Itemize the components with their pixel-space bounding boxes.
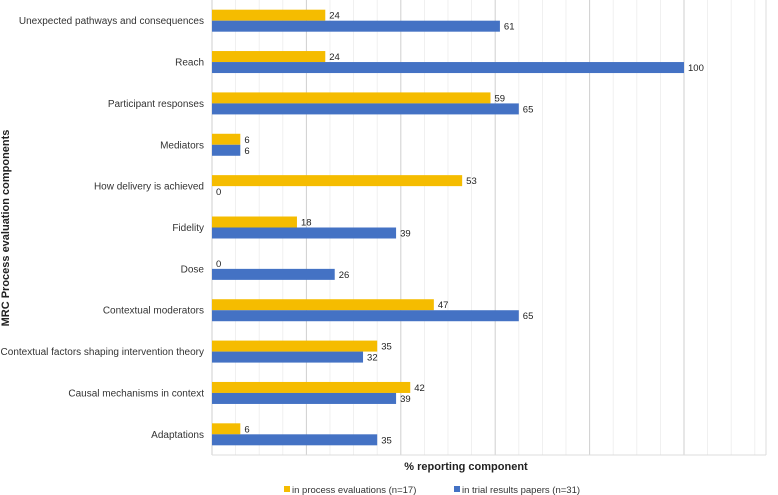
category-label-dose: Dose	[181, 264, 205, 275]
value-label-trial-results-papers-unexpected-pathways-and-consequences: 61	[504, 22, 515, 33]
bar-process-evaluations-contextual-factors-shaping-intervention-theory	[212, 340, 378, 352]
category-label-fidelity: Fidelity	[172, 223, 204, 234]
value-label-trial-results-papers-contextual-factors-shaping-intervention-theory: 32	[367, 353, 378, 364]
value-label-trial-results-papers-fidelity: 39	[400, 229, 411, 240]
bar-trial-results-papers-adaptations	[212, 434, 378, 446]
value-label-trial-results-papers-mediators: 6	[244, 146, 249, 157]
value-label-trial-results-papers-reach: 100	[688, 63, 704, 74]
bars	[212, 9, 684, 446]
legend-label-trial-results-papers: in trial results papers (n=31)	[462, 485, 580, 495]
bar-process-evaluations-mediators	[212, 133, 241, 145]
x-axis-title: % reporting component	[404, 461, 528, 473]
legend-swatch-process-evaluations	[284, 486, 290, 492]
category-label-participant-responses: Participant responses	[108, 99, 204, 110]
value-label-trial-results-papers-how-delivery-is-achieved: 0	[216, 187, 221, 198]
category-label-adaptations: Adaptations	[151, 430, 204, 441]
value-label-process-evaluations-participant-responses: 59	[494, 93, 505, 104]
category-label-contextual-factors-shaping-intervention-theory: Contextual factors shaping intervention …	[1, 347, 204, 358]
value-label-trial-results-papers-causal-mechanisms-in-context: 39	[400, 394, 411, 405]
bar-process-evaluations-contextual-moderators	[212, 299, 434, 311]
value-label-process-evaluations-mediators: 6	[244, 135, 249, 146]
category-label-unexpected-pathways-and-consequences: Unexpected pathways and consequences	[19, 16, 204, 27]
value-label-process-evaluations-fidelity: 18	[301, 218, 312, 229]
category-label-how-delivery-is-achieved: How delivery is achieved	[94, 182, 204, 193]
legend-label-process-evaluations: in process evaluations (n=17)	[292, 485, 416, 495]
bar-process-evaluations-reach	[212, 51, 326, 63]
value-label-process-evaluations-reach: 24	[329, 52, 340, 63]
value-label-process-evaluations-dose: 0	[216, 259, 221, 270]
value-label-trial-results-papers-participant-responses: 65	[523, 104, 534, 115]
value-label-trial-results-papers-contextual-moderators: 65	[523, 311, 534, 322]
value-label-process-evaluations-contextual-moderators: 47	[438, 300, 449, 311]
bar-process-evaluations-causal-mechanisms-in-context	[212, 381, 411, 393]
category-label-contextual-moderators: Contextual moderators	[103, 306, 204, 317]
gridlines	[211, 0, 767, 456]
value-label-process-evaluations-contextual-factors-shaping-intervention-theory: 35	[381, 342, 392, 353]
bar-process-evaluations-unexpected-pathways-and-consequences	[212, 9, 326, 21]
value-label-process-evaluations-causal-mechanisms-in-context: 42	[414, 383, 425, 394]
bar-trial-results-papers-reach	[212, 62, 684, 74]
category-label-reach: Reach	[175, 58, 204, 69]
bar-process-evaluations-fidelity	[212, 216, 297, 228]
bar-process-evaluations-participant-responses	[212, 92, 491, 104]
bar-process-evaluations-adaptations	[212, 423, 241, 435]
bar-trial-results-papers-participant-responses	[212, 103, 519, 115]
category-label-causal-mechanisms-in-context: Causal mechanisms in context	[68, 388, 204, 399]
value-label-process-evaluations-adaptations: 6	[244, 424, 249, 435]
bar-trial-results-papers-contextual-factors-shaping-intervention-theory	[212, 351, 364, 363]
value-label-process-evaluations-how-delivery-is-achieved: 53	[466, 176, 477, 187]
value-label-process-evaluations-unexpected-pathways-and-consequences: 24	[329, 11, 340, 22]
legend: in process evaluations (n=17) in trial r…	[284, 485, 580, 495]
value-label-trial-results-papers-adaptations: 35	[381, 435, 392, 446]
category-label-mediators: Mediators	[160, 140, 204, 151]
bar-trial-results-papers-fidelity	[212, 227, 397, 239]
category-labels: Unexpected pathways and consequences Reac…	[1, 16, 205, 441]
y-axis-title: MRC Process evaluation components	[0, 130, 12, 327]
bar-trial-results-papers-unexpected-pathways-and-consequences	[212, 20, 500, 32]
value-label-trial-results-papers-dose: 26	[339, 270, 350, 281]
bar-trial-results-papers-contextual-moderators	[212, 310, 519, 322]
bar-trial-results-papers-causal-mechanisms-in-context	[212, 392, 397, 404]
legend-swatch-trial-results-papers	[454, 486, 460, 492]
bar-process-evaluations-how-delivery-is-achieved	[212, 175, 463, 187]
bar-trial-results-papers-dose	[212, 268, 335, 280]
bar-trial-results-papers-mediators	[212, 144, 241, 156]
